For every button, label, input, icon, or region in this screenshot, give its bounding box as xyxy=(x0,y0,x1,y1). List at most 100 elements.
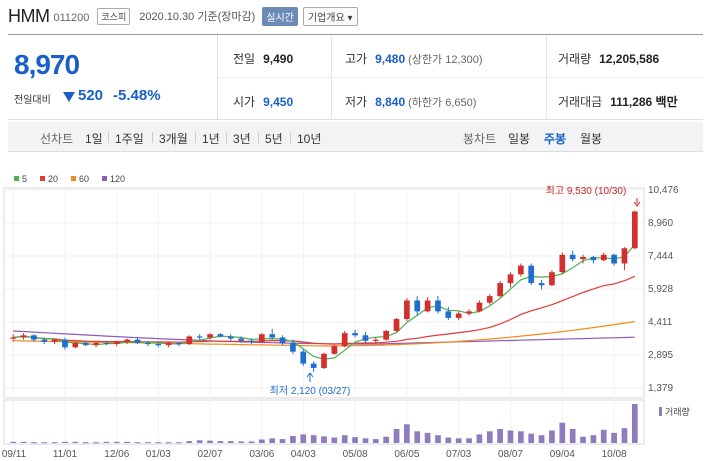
volume-bar xyxy=(321,436,327,443)
candle-up xyxy=(372,339,379,341)
chart-toolbar: 선차트 1일 1주일 3개월 1년 3년 5년 10년 봉차트 일봉 주봉 월봉 xyxy=(8,122,703,152)
candle-down xyxy=(538,283,545,286)
candle-down xyxy=(300,351,307,364)
line-chart-label[interactable]: 선차트 xyxy=(40,132,74,146)
low-arrow-head-icon xyxy=(306,372,314,378)
candle-up xyxy=(383,330,390,340)
volume-bar xyxy=(41,442,48,444)
volume-bar xyxy=(362,438,369,443)
stock-name: HMM xyxy=(8,5,50,26)
candle-down xyxy=(352,333,358,336)
y-tick-label: 7,444 xyxy=(648,251,673,262)
quote-date: 2020.10.30 기준(장마감) xyxy=(139,11,256,23)
period-3m[interactable]: 3개월 xyxy=(159,132,188,146)
candle-up xyxy=(207,334,213,338)
volume-bar xyxy=(528,433,535,443)
volume-bar xyxy=(486,431,493,443)
candle-up xyxy=(72,342,79,348)
y-tick-label: 8,960 xyxy=(648,218,673,229)
candle-down xyxy=(611,254,617,264)
candle-up xyxy=(466,311,472,314)
volume-bar xyxy=(404,424,410,443)
volume-bar xyxy=(476,434,483,443)
company-info-dropdown[interactable]: 기업개요 ▾ xyxy=(302,6,358,26)
x-tick-label: 07/03 xyxy=(446,449,471,460)
x-tick-label: 09/04 xyxy=(550,449,575,460)
price-box: 8,970 전일대비 520 -5.48% xyxy=(8,35,218,120)
candle-down xyxy=(155,344,162,346)
volume-bar xyxy=(341,435,348,443)
stock-chart[interactable]: 5 20 60 120 10,476 8,960 7,444 5,928 4,411 2,… xyxy=(0,160,705,461)
volume-bar xyxy=(507,430,514,443)
candle-up xyxy=(321,353,327,368)
volume-bar xyxy=(113,441,120,443)
volume-bar xyxy=(82,442,89,444)
volume-bar xyxy=(569,428,576,443)
x-tick-label: 12/06 xyxy=(104,449,129,460)
volume-bar xyxy=(10,441,17,443)
market-badge: 코스피 xyxy=(97,7,131,25)
candle-daily[interactable]: 일봉 xyxy=(508,132,531,146)
period-1y[interactable]: 1년 xyxy=(202,132,220,146)
x-tick-label: 08/07 xyxy=(498,449,523,460)
realtime-button[interactable]: 실시간 xyxy=(262,6,298,26)
candle-monthly[interactable]: 월봉 xyxy=(580,132,603,146)
candle-up xyxy=(124,339,130,342)
x-tick-label: 09/11 xyxy=(2,449,27,460)
candle-down xyxy=(134,339,141,343)
down-triangle-icon xyxy=(63,92,75,102)
candle-up xyxy=(113,341,120,345)
candle-down xyxy=(31,335,37,340)
candle-up xyxy=(549,272,555,286)
period-1d[interactable]: 1일 xyxy=(85,132,103,146)
legend-ma5: 5 xyxy=(22,174,27,184)
price-diff: 520 xyxy=(78,87,104,104)
candle-up xyxy=(424,300,431,312)
candle-weekly[interactable]: 주봉 xyxy=(544,132,567,146)
volume-bar xyxy=(258,439,265,443)
candle-up xyxy=(631,211,638,249)
volume-bar xyxy=(217,441,224,443)
volume-bar xyxy=(176,442,182,444)
volume-bar xyxy=(631,404,638,443)
candle-down xyxy=(176,342,182,345)
x-tick-label: 03/06 xyxy=(249,449,274,460)
volume-bar xyxy=(559,422,566,443)
candle-down xyxy=(362,335,369,341)
candle-down xyxy=(310,363,317,368)
candle-down xyxy=(82,342,89,346)
period-3y[interactable]: 3년 xyxy=(233,132,251,146)
diff-label: 전일대비 xyxy=(14,95,51,106)
volume-bar xyxy=(383,436,390,443)
candle-up xyxy=(165,342,172,346)
period-10y[interactable]: 10년 xyxy=(297,132,322,146)
candle-up xyxy=(476,302,483,312)
volume-bar xyxy=(435,435,441,443)
stock-header: HMM 011200 코스피 2020.10.30 기준(장마감) 실시간 기업… xyxy=(8,4,358,28)
volume-bar xyxy=(51,442,58,444)
plot-frame xyxy=(3,187,645,399)
quote-panel: 8,970 전일대비 520 -5.48% 전일 9,490 고가 9,480 (상한… xyxy=(8,34,703,120)
candle-up xyxy=(518,265,524,275)
volume-bar xyxy=(538,435,545,443)
volume-bar xyxy=(186,441,193,443)
high-price: 고가 9,480 (상한가 12,300) xyxy=(345,52,483,66)
candle-up xyxy=(10,337,17,339)
volume-bar xyxy=(466,438,472,443)
legend-swatch-ma5 xyxy=(14,176,19,181)
candle-chart-label[interactable]: 봉차트 xyxy=(463,132,497,146)
volume-legend-swatch xyxy=(659,407,662,416)
candle-down xyxy=(269,334,276,338)
volume-bar xyxy=(72,441,79,443)
volume-value: 거래량 12,205,586 xyxy=(558,52,660,66)
volume-bar xyxy=(445,437,452,443)
volume-bar xyxy=(134,442,141,444)
period-5y[interactable]: 5년 xyxy=(265,132,283,146)
volume-bar xyxy=(352,437,358,443)
volume-bar xyxy=(611,432,617,443)
candle-down xyxy=(569,254,576,260)
period-1w[interactable]: 1주일 xyxy=(115,132,144,146)
candle-down xyxy=(103,342,110,345)
volume-bar xyxy=(62,441,68,443)
legend-swatch-ma20 xyxy=(40,176,45,181)
